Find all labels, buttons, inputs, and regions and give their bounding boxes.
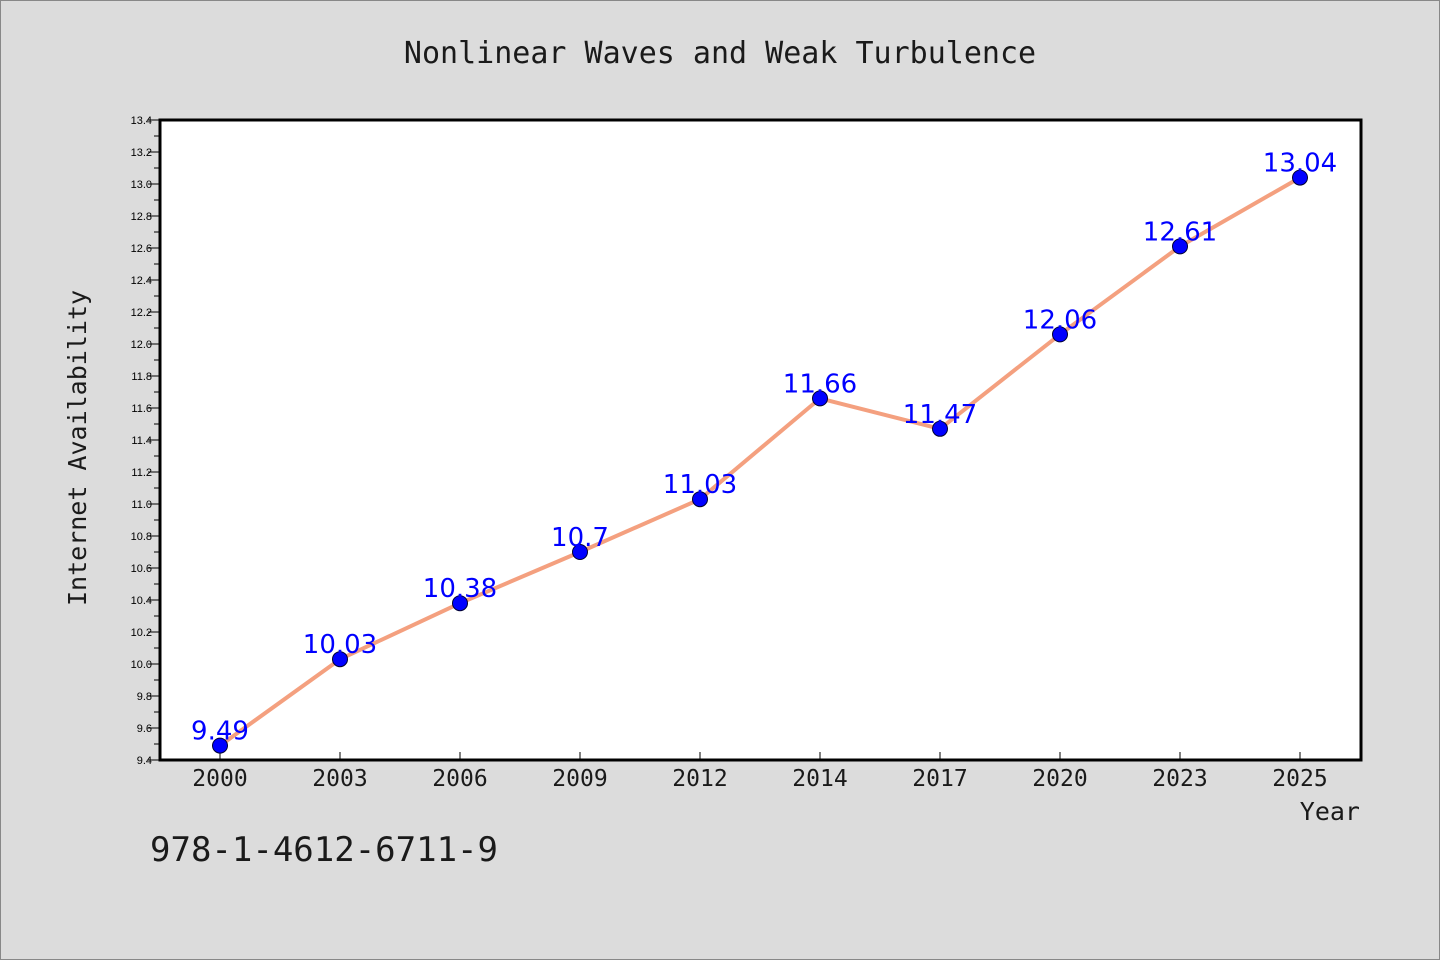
data-label: 10.38 [423, 574, 497, 604]
x-tick-label: 2025 [1272, 766, 1327, 792]
data-point [1172, 238, 1188, 255]
y-tick-label: 13.4 [131, 115, 152, 127]
data-point [1292, 169, 1308, 186]
x-tick-label: 2023 [1152, 766, 1207, 792]
x-tick-label: 2017 [912, 766, 967, 792]
y-tick-label: 11.4 [131, 435, 152, 447]
data-point [452, 595, 468, 612]
data-label: 11.66 [783, 369, 857, 399]
x-tick-label: 2000 [192, 766, 247, 792]
data-point [1052, 326, 1068, 343]
data-point [212, 737, 228, 754]
x-tick-label: 2014 [792, 766, 847, 792]
y-tick-label: 12.2 [131, 307, 152, 319]
x-axis-label: Year [1300, 797, 1360, 826]
y-tick-label: 12.0 [131, 339, 152, 351]
data-label: 10.03 [303, 630, 377, 660]
x-tick-label: 2020 [1032, 766, 1087, 792]
data-label: 11.47 [903, 400, 977, 430]
y-tick-label: 10.6 [131, 563, 152, 575]
y-tick-label: 9.6 [137, 723, 152, 735]
y-tick-label: 9.8 [137, 691, 152, 703]
data-label: 10.7 [551, 523, 609, 553]
data-label: 12.06 [1023, 305, 1097, 335]
y-tick-label: 11.8 [131, 371, 152, 383]
y-tick-label: 13.0 [131, 179, 152, 191]
y-axis-label: Internet Availability [63, 290, 92, 606]
x-tick-label: 2003 [312, 766, 367, 792]
y-tick-label: 10.8 [131, 531, 152, 543]
y-tick-label: 10.4 [131, 595, 152, 607]
data-point [332, 651, 348, 668]
y-tick-label: 10.2 [131, 627, 152, 639]
data-label: 12.61 [1143, 217, 1217, 247]
data-label: 9.49 [191, 717, 249, 747]
y-tick-label: 10.0 [131, 659, 152, 671]
y-tick-label: 12.8 [131, 211, 152, 223]
x-tick-label: 2006 [432, 766, 487, 792]
data-point [692, 491, 708, 508]
y-tick-label: 9.4 [137, 755, 152, 767]
chart-marks: 9.4 9.6 9.8 10.0 10.2 10.4 10.6 10.8 11.0 11.2 11.… [131, 115, 1338, 792]
data-point [812, 390, 828, 407]
x-tick-label: 2012 [672, 766, 727, 792]
y-tick-label: 13.2 [131, 147, 152, 159]
y-tick-label: 12.6 [131, 243, 152, 255]
x-tick-label: 2009 [552, 766, 607, 792]
data-label: 13.04 [1263, 149, 1337, 179]
isbn-label: 978-1-4612-6711-9 [150, 830, 498, 870]
y-tick-label: 11.2 [131, 467, 152, 479]
data-label: 11.03 [663, 470, 737, 500]
series-line [218, 175, 1302, 748]
y-tick-label: 11.0 [131, 499, 152, 511]
y-tick-label: 11.6 [131, 403, 152, 415]
y-tick-label: 12.4 [131, 275, 152, 287]
data-point [932, 420, 948, 437]
chart-title: Nonlinear Waves and Weak Turbulence [404, 36, 1036, 71]
plot-area [158, 118, 1363, 762]
data-point [572, 544, 588, 560]
